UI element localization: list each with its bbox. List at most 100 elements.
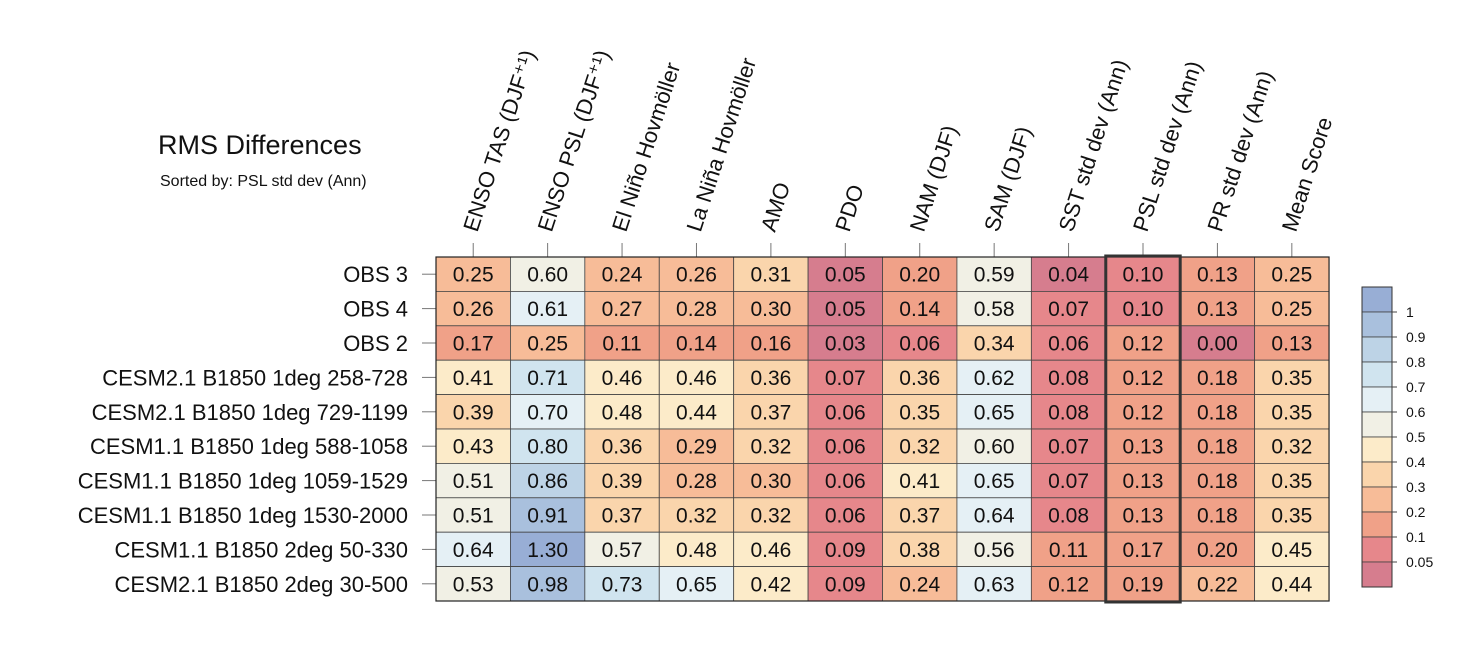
cell-value-label: 0.06 (825, 401, 866, 424)
heatmap-cell (733, 497, 809, 533)
heatmap-cell (1105, 428, 1181, 464)
cell-value-label: 0.41 (453, 367, 494, 390)
heatmap-cell (1105, 531, 1181, 568)
heatmap-cell (1254, 394, 1330, 430)
cell-value-label: 0.35 (1271, 470, 1312, 493)
heatmap-cell (956, 359, 1032, 396)
heatmap-cell (882, 394, 958, 430)
cell-value-label: 0.64 (453, 539, 494, 562)
cell-value-label: 0.32 (899, 436, 940, 459)
cell-value-label: 0.26 (676, 264, 717, 287)
column-label: PSL std dev (Ann) (1128, 58, 1207, 235)
colorbar: 1 0.9 0.8 0.7 0.6 0.5 0.4 0.3 0.2 0.1 0.05 (1361, 286, 1433, 588)
heatmap-cells: 0.25 0.60 0.24 0.26 0.31 0.05 0.20 0.59 0.04 0.10… (435, 254, 1330, 604)
cell-value-label: 0.07 (1048, 470, 1089, 493)
colorbar-swatch (1361, 436, 1393, 463)
colorbar-level-label: 0.05 (1406, 554, 1433, 570)
heatmap-cell (584, 566, 660, 602)
colorbar-level-label: 0.1 (1406, 529, 1426, 545)
heatmap-cell (807, 462, 883, 499)
cell-value-label: 0.22 (1197, 573, 1238, 596)
heatmap-cell (1179, 325, 1256, 361)
heatmap-cell (956, 531, 1032, 568)
cell-value-label: 0.18 (1197, 401, 1238, 424)
heatmap-cell (882, 359, 958, 396)
cell-value-label: 0.13 (1197, 264, 1238, 287)
column-label: ENSO TAS (DJF⁺¹) (458, 47, 540, 235)
cell-value-label: 0.09 (825, 573, 866, 596)
heatmap-cell (956, 497, 1032, 533)
heatmap-cell (733, 531, 809, 568)
cell-value-label: 0.28 (676, 470, 717, 493)
cell-value-label: 0.36 (899, 367, 940, 390)
colorbar-level-label: 1 (1406, 304, 1414, 320)
cell-value-label: 0.19 (1123, 573, 1164, 596)
cell-value-label: 0.43 (453, 436, 494, 459)
cell-value-label: 0.12 (1048, 573, 1089, 596)
heatmap-cell (807, 531, 883, 568)
heatmap-cell (1105, 462, 1181, 499)
heatmap-cell (956, 290, 1032, 327)
cell-value-label: 0.63 (974, 573, 1015, 596)
cell-value-label: 0.56 (974, 539, 1015, 562)
heatmap-cell (1030, 462, 1107, 499)
cell-value-label: 0.62 (974, 367, 1015, 390)
row-label: OBS 4 (343, 297, 408, 322)
cell-value-label: 0.18 (1197, 436, 1238, 459)
heatmap-cell (956, 428, 1032, 464)
cell-value-label: 0.86 (527, 470, 568, 493)
colorbar-swatch (1361, 336, 1393, 363)
heatmap-cell (1030, 531, 1107, 568)
cell-value-label: 0.46 (750, 539, 791, 562)
column-label: PR std dev (Ann) (1202, 68, 1278, 235)
heatmap-cell (1179, 497, 1256, 533)
cell-value-label: 0.20 (1197, 539, 1238, 562)
cell-value-label: 0.10 (1123, 264, 1164, 287)
colorbar-swatch (1361, 486, 1393, 513)
heatmap-cell (584, 462, 660, 499)
cell-value-label: 0.18 (1197, 505, 1238, 528)
heatmap-cell (733, 428, 809, 464)
heatmap-cell (1254, 566, 1330, 602)
heatmap-cell (1105, 497, 1181, 533)
cell-value-label: 0.65 (676, 573, 717, 596)
cell-value-label: 0.25 (527, 333, 568, 356)
cell-value-label: 0.10 (1123, 298, 1164, 321)
heatmap-cell (1030, 325, 1107, 361)
cell-value-label: 0.65 (974, 470, 1015, 493)
cell-value-label: 0.45 (1271, 539, 1312, 562)
heatmap-cell (1105, 290, 1181, 327)
cell-value-label: 0.37 (602, 505, 643, 528)
cell-value-label: 0.11 (1049, 539, 1088, 562)
cell-value-label: 0.32 (750, 505, 791, 528)
cell-value-label: 0.27 (602, 298, 643, 321)
heatmap-cell (1179, 566, 1256, 602)
cell-value-label: 0.08 (1048, 367, 1089, 390)
cell-value-label: 0.12 (1123, 367, 1164, 390)
row-labels: OBS 3 OBS 4 OBS 2 CESM2.1 B1850 1deg 258-72… (78, 262, 436, 597)
heatmap-cell (882, 325, 958, 361)
column-labels: ENSO TAS (DJF⁺¹)ENSO PSL (DJF⁺¹)El Niño … (458, 47, 1337, 257)
column-label: Mean Score (1277, 114, 1337, 235)
heatmap-cell (882, 256, 958, 292)
colorbar-level-label: 0.4 (1406, 454, 1426, 470)
column-label: El Niño Hovmöller (607, 59, 685, 234)
cell-value-label: 0.32 (676, 505, 717, 528)
colorbar-swatch (1361, 361, 1393, 388)
row-label: CESM2.1 B1850 1deg 258-728 (102, 365, 408, 390)
cell-value-label: 0.07 (1048, 436, 1089, 459)
cell-value-label: 0.25 (1271, 264, 1312, 287)
heatmap-cell (733, 325, 809, 361)
heatmap-cell (882, 290, 958, 327)
cell-value-label: 0.41 (899, 470, 940, 493)
cell-value-label: 0.57 (602, 539, 643, 562)
heatmap-cell (807, 428, 883, 464)
column-label: La Niña Hovmöller (681, 55, 761, 235)
cell-value-label: 0.17 (1123, 539, 1164, 562)
colorbar-swatch (1361, 311, 1393, 338)
cell-value-label: 0.25 (453, 264, 494, 287)
heatmap-cell (1030, 566, 1107, 602)
sorted-column-highlight (1104, 254, 1182, 604)
cell-value-label: 0.14 (676, 333, 717, 356)
